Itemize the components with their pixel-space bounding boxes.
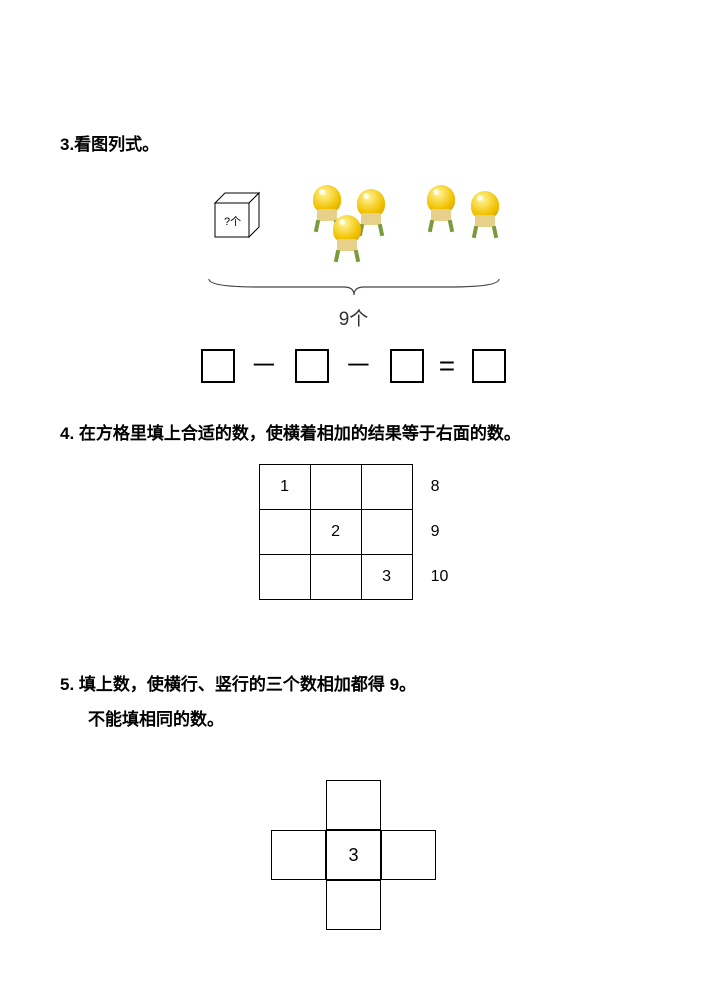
q3-total-label: 9个	[199, 304, 509, 331]
cube-icon: ?个	[209, 189, 265, 241]
grid-cell[interactable]: 2	[310, 510, 361, 555]
grid-cell[interactable]	[361, 465, 412, 510]
q5-title-line2: 不能填相同的数。	[60, 705, 647, 730]
q5-figure: 3	[60, 780, 647, 930]
q3-equation: － － =	[60, 349, 647, 383]
q4-title: 4. 在方格里填上合适的数，使横着相加的结果等于右面的数。	[60, 419, 647, 444]
grid-cell[interactable]	[310, 465, 361, 510]
q4-targets: 8 9 10	[413, 464, 449, 600]
answer-box[interactable]	[201, 349, 235, 383]
cross-cell-bot[interactable]	[326, 880, 381, 930]
target-value: 10	[431, 556, 449, 598]
grid-cell[interactable]: 1	[259, 465, 310, 510]
target-value: 9	[431, 511, 449, 553]
q4-grid: 1 2 3	[259, 464, 413, 600]
q5-title-line1: 5. 填上数，使横行、竖行的三个数相加都得 9。	[60, 670, 647, 695]
cross-cell-top[interactable]	[326, 780, 381, 830]
honey-icon	[465, 185, 505, 240]
q3-title: 3.看图列式。	[60, 130, 647, 155]
grid-cell[interactable]	[310, 555, 361, 600]
target-value: 8	[431, 466, 449, 508]
grid-cell[interactable]: 3	[361, 555, 412, 600]
q3-figure: ?个	[199, 175, 509, 265]
honey-icon	[327, 209, 367, 264]
honey-icon	[421, 179, 461, 234]
q3-brace: 9个	[199, 275, 509, 331]
grid-cell[interactable]	[259, 555, 310, 600]
q4-figure: 1 2 3 8 9 10	[60, 464, 647, 600]
minus-sign: －	[344, 351, 374, 381]
cross-cell-left[interactable]	[271, 830, 326, 880]
grid-cell[interactable]	[259, 510, 310, 555]
answer-box[interactable]	[295, 349, 329, 383]
equals-sign: =	[439, 351, 457, 381]
minus-sign: －	[250, 351, 280, 381]
box-label: ?个	[224, 215, 241, 228]
grid-cell[interactable]	[361, 510, 412, 555]
answer-box[interactable]	[390, 349, 424, 383]
cross-cell-right[interactable]	[381, 830, 436, 880]
cross-cell-mid[interactable]: 3	[326, 830, 381, 880]
answer-box[interactable]	[472, 349, 506, 383]
